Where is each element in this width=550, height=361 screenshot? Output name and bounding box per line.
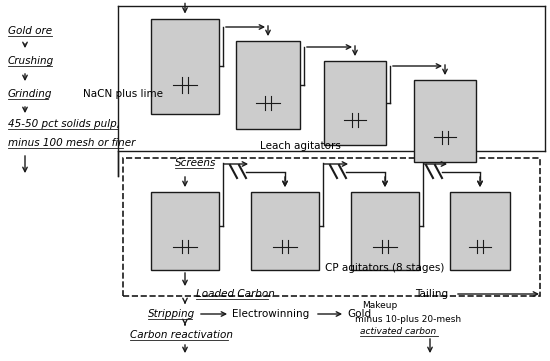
Text: Crushing: Crushing xyxy=(8,56,54,66)
Text: Screens: Screens xyxy=(175,158,216,168)
Text: minus 10-plus 20-mesh: minus 10-plus 20-mesh xyxy=(355,314,461,323)
Text: Gold: Gold xyxy=(347,309,371,319)
Text: Grinding: Grinding xyxy=(8,89,52,99)
Text: Gold ore: Gold ore xyxy=(8,26,52,36)
Text: Makeup: Makeup xyxy=(362,301,397,310)
Text: Electrowinning: Electrowinning xyxy=(232,309,309,319)
Text: NaCN plus lime: NaCN plus lime xyxy=(83,89,163,99)
Text: CP agitators (8 stages): CP agitators (8 stages) xyxy=(325,263,445,273)
Bar xyxy=(151,18,219,113)
Text: Tailing: Tailing xyxy=(415,289,448,299)
Text: minus 100 mesh or finer: minus 100 mesh or finer xyxy=(8,138,135,148)
Bar xyxy=(351,192,419,270)
Bar xyxy=(151,192,219,270)
Bar xyxy=(251,192,319,270)
Bar xyxy=(324,61,386,145)
Text: Stripping: Stripping xyxy=(148,309,195,319)
Text: 45-50 pct solids pulp,: 45-50 pct solids pulp, xyxy=(8,119,120,129)
Text: Leach agitators: Leach agitators xyxy=(260,141,340,151)
Text: Loaded Carbon: Loaded Carbon xyxy=(196,289,275,299)
Text: activated carbon: activated carbon xyxy=(360,326,436,335)
Bar xyxy=(414,80,476,162)
Text: Carbon reactivation: Carbon reactivation xyxy=(130,330,233,340)
Bar xyxy=(450,192,510,270)
Bar xyxy=(236,41,300,129)
Bar xyxy=(123,158,540,296)
